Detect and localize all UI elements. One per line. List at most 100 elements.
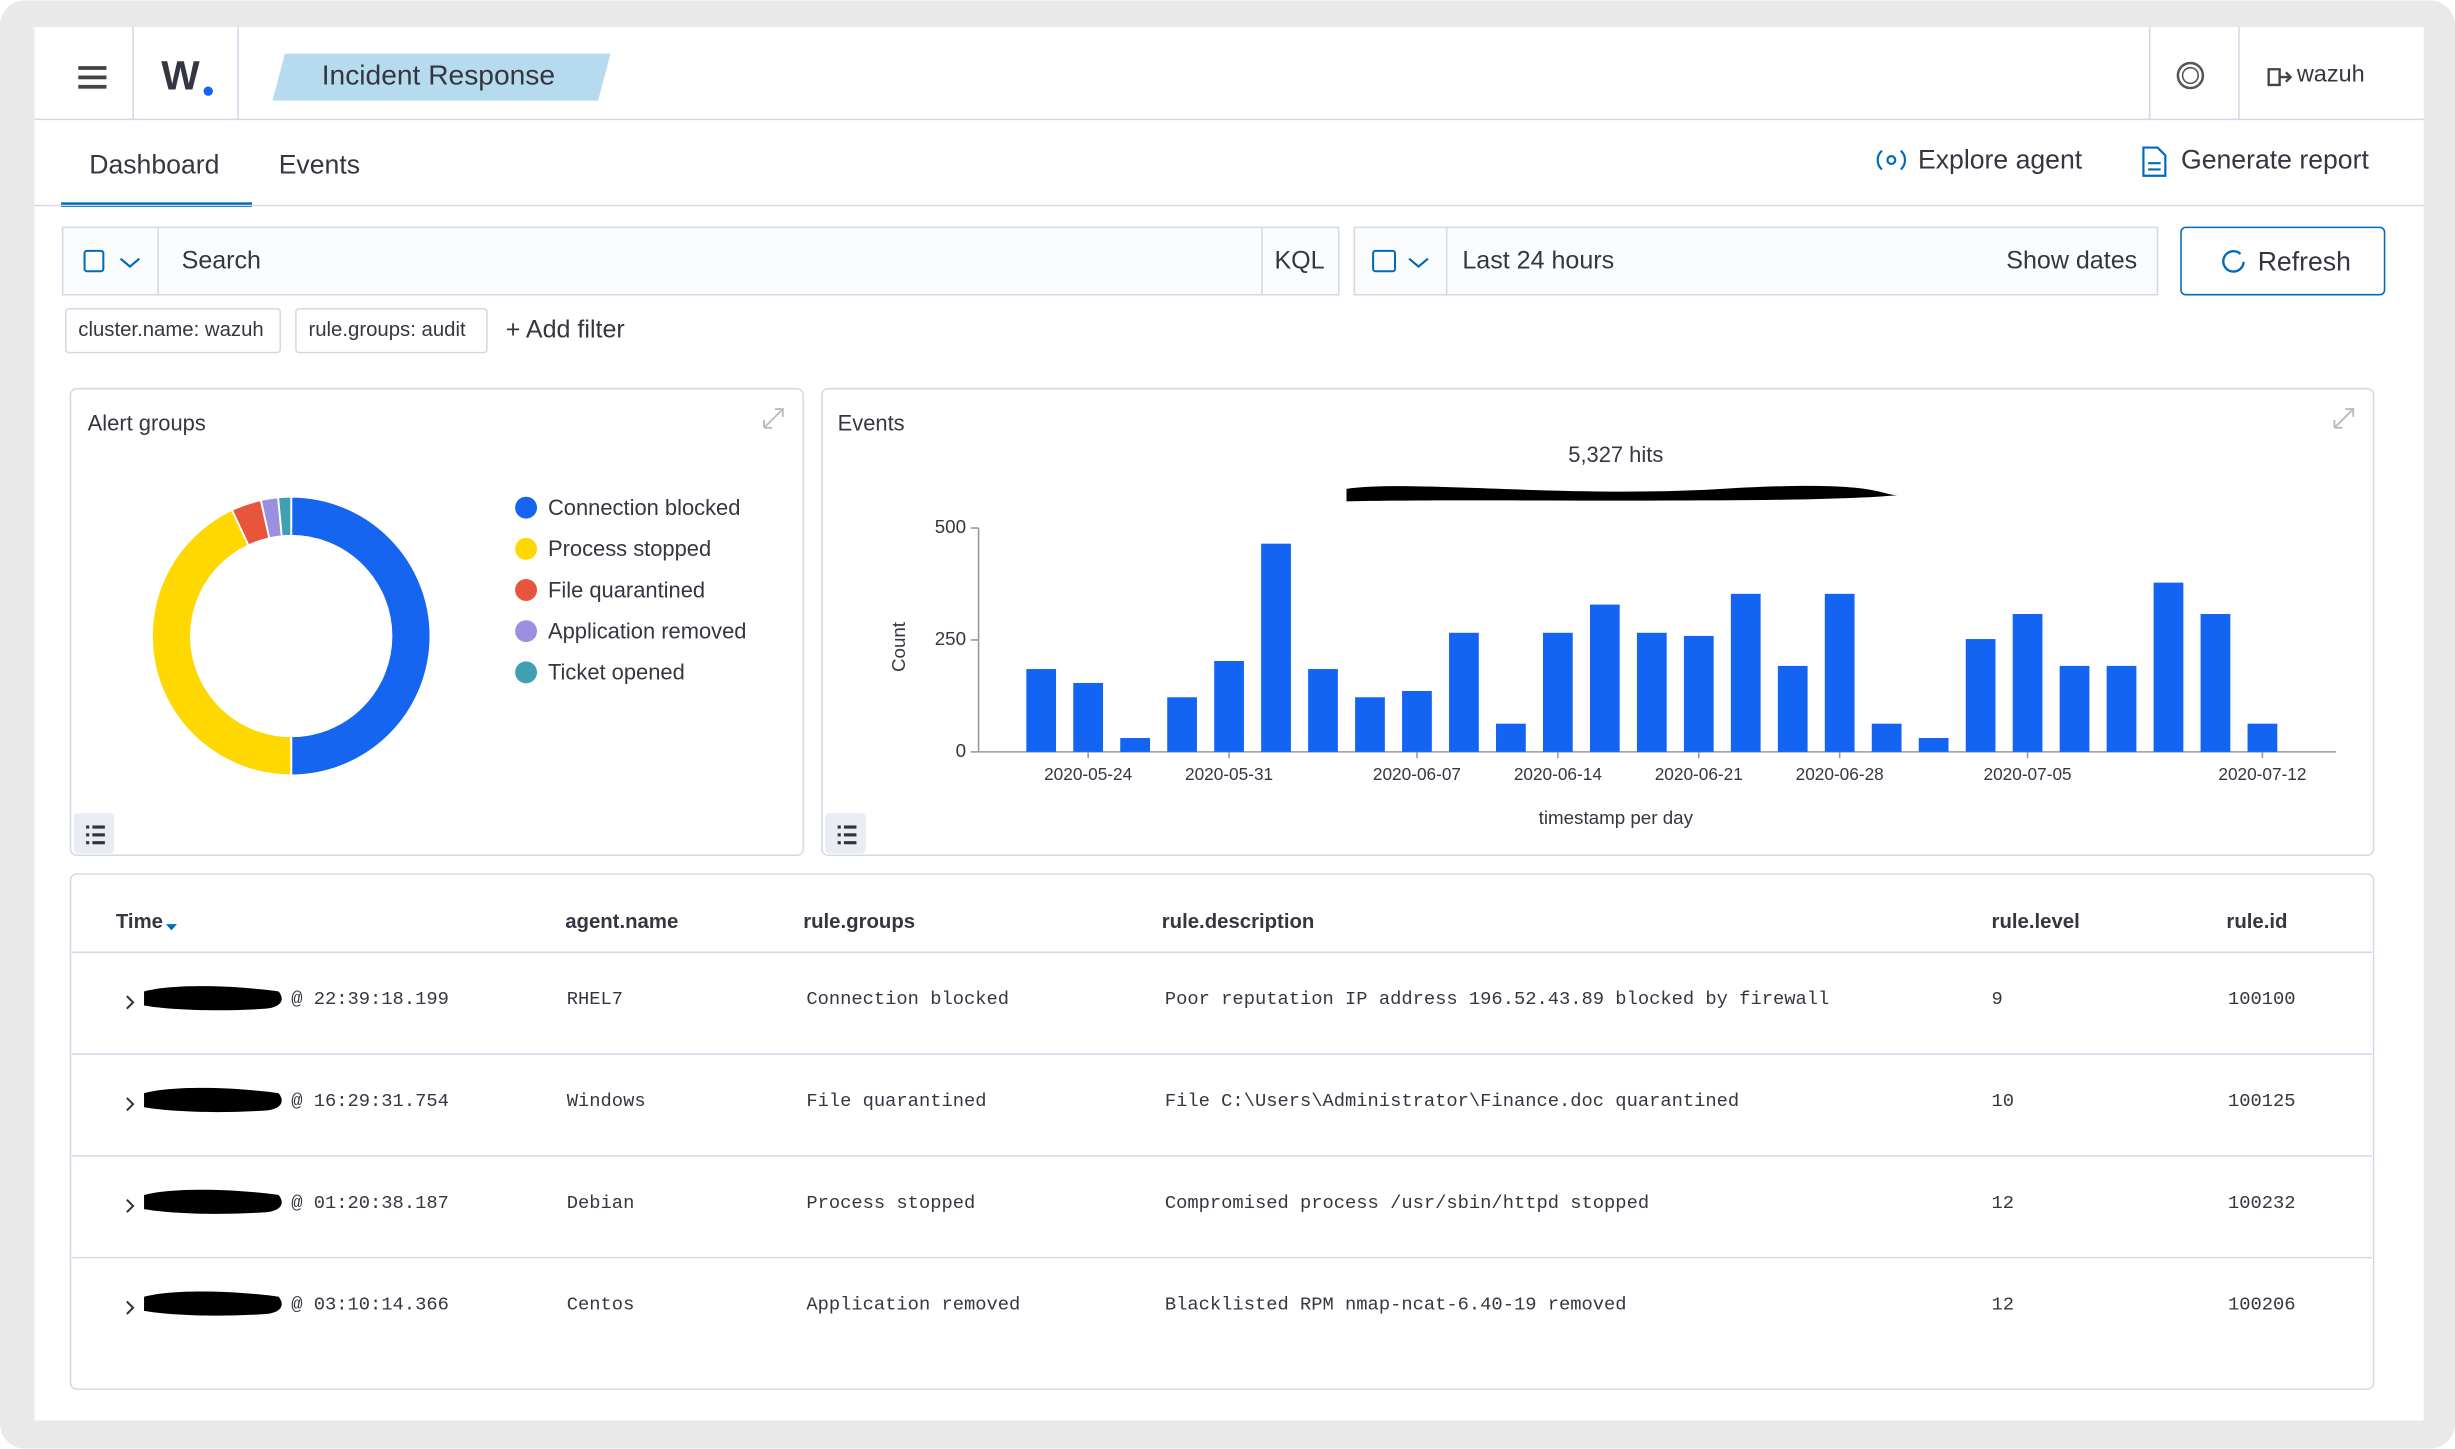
filter-label: rule.groups: audit [308,319,466,341]
add-filter[interactable]: + Add filter [506,315,625,343]
refresh-button[interactable] [2180,226,2386,296]
bar [1589,604,1620,752]
time-range[interactable]: Last 24 hours [1462,246,1614,274]
table-cell[interactable]: Debian [567,1192,635,1214]
legend-label[interactable]: File quarantined [548,577,705,602]
bar [1073,682,1104,752]
x-tick-label: 2020-06-28 [1796,764,1884,784]
list-icon-line [92,841,105,845]
table-cell: @ 01:20:38.187 [291,1192,449,1214]
legend-swatch [515,620,538,643]
redaction [144,1189,282,1214]
bar [2200,613,2231,752]
action-link[interactable]: Explore agent [1918,145,2083,175]
bar [1308,669,1338,752]
table-cell[interactable]: 100206 [2228,1294,2296,1316]
table-cell[interactable]: Centos [567,1294,635,1316]
bar [2153,582,2184,752]
expand-chevron[interactable] [126,1300,135,1315]
table-cell: @ 22:39:18.199 [291,988,449,1010]
date-box[interactable] [1353,226,2159,296]
app-badge[interactable] [272,53,611,101]
sort-arrow [165,924,177,931]
bar [1167,697,1197,752]
legend-swatch [515,537,538,560]
action-link[interactable]: Generate report [2181,145,2369,175]
settings-icon[interactable] [2176,61,2205,90]
legend-label[interactable]: Application removed [548,619,746,644]
search-box[interactable] [61,226,1340,296]
panel-title: Alert groups [88,410,206,435]
list-icon-line [92,825,105,829]
tab[interactable]: Events [279,149,360,179]
column-header[interactable]: rule.description [1162,911,1315,933]
list-icon-dot [837,841,841,845]
bar [1542,632,1573,752]
pie-slice [290,495,432,777]
table-cell: Process stopped [806,1192,975,1214]
bar [1777,665,1808,752]
logo-dot [203,86,213,96]
expand-chevron[interactable] [126,995,135,1010]
expand-chevron[interactable] [126,1198,135,1213]
query-language[interactable]: KQL [1274,246,1324,274]
table-cell[interactable]: 100100 [2228,988,2296,1010]
explore-icon [1876,149,1907,171]
column-header[interactable]: Time [116,911,163,933]
refresh-label[interactable]: Refresh [2258,246,2351,276]
y-axis-label: Count [888,621,909,672]
menu-button[interactable] [66,52,119,102]
list-icon-dot [86,841,90,845]
table-cell[interactable]: Windows [567,1090,646,1112]
refresh-icon [2222,250,2245,273]
filter-pill[interactable] [64,308,282,354]
legend-label[interactable]: Ticket opened [548,660,685,685]
table-cell: File C:\Users\Administrator\Finance.doc … [1165,1090,1739,1112]
calendar-icon [1372,249,1397,273]
pie-slice [150,508,293,777]
y-tick-label: 500 [935,516,966,537]
expand-icon[interactable] [2333,408,2355,429]
search-placeholder[interactable]: Search [182,246,261,274]
x-tick-label: 2020-06-07 [1373,764,1461,784]
redaction [144,1291,282,1316]
show-dates[interactable]: Show dates [2006,246,2137,274]
table-cell[interactable]: RHEL7 [567,988,623,1010]
expand-chevron[interactable] [126,1097,135,1112]
logout-icon [2267,68,2293,87]
user-name[interactable]: wazuh [2296,61,2365,87]
y-tick-label: 250 [935,628,966,649]
redaction [144,1087,282,1113]
app-name[interactable]: Incident Response [322,59,555,91]
filter-pill[interactable] [295,308,488,354]
tab[interactable]: Dashboard [89,149,219,179]
x-axis-label: timestamp per day [1539,807,1694,828]
table-cell: Poor reputation IP address 196.52.43.89 … [1165,988,1829,1010]
bar [1120,738,1150,752]
bar [1026,669,1057,752]
bar [1636,632,1667,752]
bar [1355,697,1385,752]
column-header[interactable]: rule.id [2226,911,2287,933]
table-cell: File quarantined [806,1090,986,1112]
column-header[interactable]: rule.groups [803,911,915,933]
list-icon-dot [837,825,841,829]
x-tick-label: 2020-05-24 [1044,764,1133,784]
column-header[interactable]: rule.level [1992,911,2080,933]
table-cell[interactable]: 100125 [2228,1090,2296,1112]
bar [1402,691,1432,752]
y-tick-label: 0 [956,740,966,761]
pie-slice [277,495,293,538]
expand-icon[interactable] [763,408,784,429]
chevron [119,257,141,268]
column-header[interactable]: agent.name [565,911,678,933]
table-cell: 10 [1992,1090,2015,1112]
table-cell[interactable]: 100232 [2228,1192,2296,1214]
legend-label[interactable]: Process stopped [548,536,711,561]
bar [1730,593,1761,752]
menu-icon-bar [78,75,107,80]
legend-label[interactable]: Connection blocked [548,495,740,520]
x-tick-label: 2020-06-14 [1514,764,1603,784]
table-cell: 9 [1992,988,2003,1010]
